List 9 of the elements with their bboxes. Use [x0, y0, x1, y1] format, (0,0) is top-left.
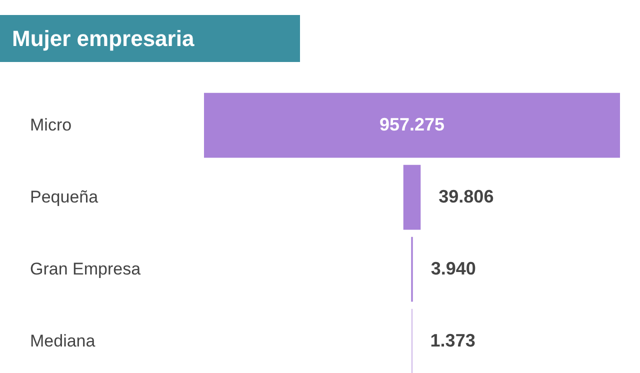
- text: Mujer empresaria: [12, 26, 195, 51]
- data-label: 39.806: [438, 186, 494, 206]
- data-label: 1.373: [430, 330, 476, 350]
- category-label: Pequeña: [30, 187, 99, 206]
- category-label: Micro: [30, 115, 72, 134]
- category-label: Gran Empresa: [30, 259, 142, 278]
- data-label: 3.940: [430, 258, 476, 278]
- category-label: Mediana: [30, 331, 96, 350]
- data-label: 957.275: [379, 114, 445, 134]
